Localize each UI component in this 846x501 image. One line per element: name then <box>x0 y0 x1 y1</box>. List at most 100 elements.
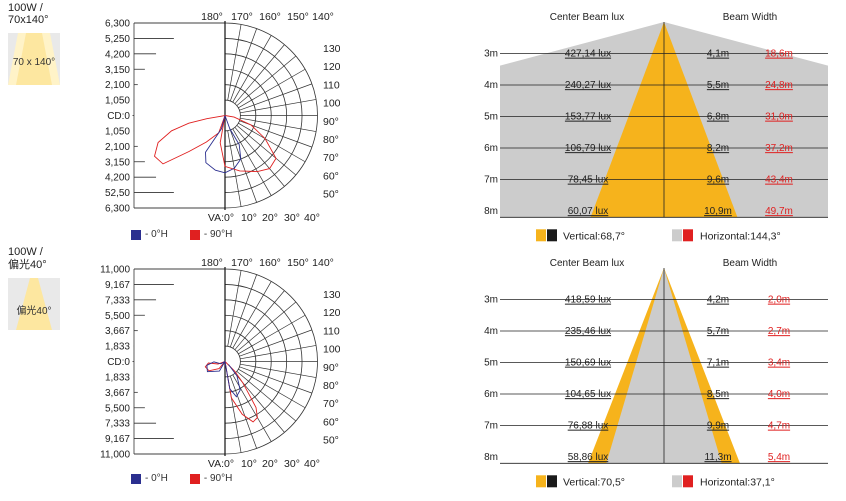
vertical-width-value: 8,5m <box>707 389 729 400</box>
legend-horizontal-label: Horizontal:37,1° <box>700 476 775 488</box>
beam-spread-chart: Center Beam lux Beam Width 3m 427,14 lux 4,1… <box>484 12 828 242</box>
legend-swatch-vertical <box>536 229 546 242</box>
vertical-width-value: 9,9m <box>707 421 729 432</box>
horizontal-width-value: 4,7m <box>768 421 790 432</box>
legend-label-0h: - 0°H <box>145 229 168 240</box>
polar-radial-line <box>236 301 297 352</box>
legend-label-90h: - 90°H <box>203 229 233 240</box>
legend-swatch-horizontal <box>672 229 682 242</box>
cd-tick-label: 1,833 <box>105 372 130 383</box>
angle-label-right: 80° <box>323 134 339 146</box>
beam-thumbnail: 偏光40° <box>8 278 60 330</box>
vertical-width-value: 10,9m <box>704 206 732 217</box>
center-lux-value: 153,77 lux <box>565 112 611 123</box>
column-header-lux: Center Beam lux <box>550 258 624 269</box>
distance-label: 5m <box>484 112 498 123</box>
vertical-width-value: 6,8m <box>707 112 729 123</box>
legend-swatch-horizontal <box>672 475 682 488</box>
light-cone-icon <box>8 33 60 85</box>
polar-radial-line <box>236 55 297 106</box>
angle-label-bottom: 10° <box>241 212 257 224</box>
vertical-width-value: 5,7m <box>707 326 729 337</box>
angle-label-right: 120° <box>323 307 340 319</box>
center-lux-value: 427,14 lux <box>565 49 611 60</box>
center-lux-value: 60,07 lux <box>568 206 609 217</box>
curve-90h <box>153 114 277 173</box>
distance-label: 6m <box>484 389 498 400</box>
cd-tick-label: 6,300 <box>105 19 130 30</box>
angle-label-bottom: VA:0° <box>208 212 234 224</box>
angle-label-right: 130° <box>323 43 340 55</box>
beam-thumbnail: 70 x 140° <box>8 33 60 85</box>
angle-label-right: 70° <box>323 398 339 410</box>
cd-tick-label: 9,167 <box>105 280 130 291</box>
angle-label-right: 90° <box>323 116 339 128</box>
distance-label: 4m <box>484 326 498 337</box>
cd-tick-label: 3,667 <box>105 326 130 337</box>
polar-radial-line <box>232 281 272 349</box>
polar-legend: - 0°H - 90°H <box>131 473 232 484</box>
horizontal-width-value: 43,4m <box>765 175 793 186</box>
polar-ring <box>224 345 241 378</box>
angle-label-top: 160° <box>259 11 281 23</box>
angle-label-right: 50° <box>323 435 339 447</box>
angle-label-right: 60° <box>323 416 339 428</box>
angle-label-right: 80° <box>323 380 339 392</box>
polar-radial-line <box>239 83 313 111</box>
angle-label-right: 100° <box>323 98 340 110</box>
horizontal-width-value: 2,7m <box>768 326 790 337</box>
angle-label-top: 140° <box>312 257 334 269</box>
vertical-width-value: 7,1m <box>707 358 729 369</box>
cd-tick-label: 52,50 <box>105 188 130 199</box>
curve-0h <box>206 360 241 398</box>
horizontal-width-value: 2,0m <box>768 295 790 306</box>
polar-radial-line <box>238 314 306 355</box>
product-header-line1: 100W / <box>8 2 43 14</box>
cd-tick-label: 2,100 <box>105 142 130 153</box>
polar-radial-line <box>240 363 317 378</box>
angle-label-top: 160° <box>259 257 281 269</box>
light-cone-icon <box>16 278 52 330</box>
distance-label: 6m <box>484 143 498 154</box>
angle-label-bottom: 20° <box>262 458 278 470</box>
cd-tick-label: 4,200 <box>105 49 130 60</box>
vertical-width-value: 11,3m <box>704 452 731 463</box>
thumbnail-label: 偏光40° <box>16 306 52 317</box>
product-header-line2: 70x140° <box>8 14 49 26</box>
polar-radial-line <box>238 122 306 163</box>
distance-label: 3m <box>484 295 498 306</box>
vertical-width-value: 4,1m <box>707 49 729 60</box>
legend-swatch-90h <box>189 473 200 484</box>
legend-swatch-vertical-dark <box>547 229 557 242</box>
cd-tick-label: 2,100 <box>105 80 130 91</box>
cd-tick-label: 3,150 <box>105 157 130 168</box>
cd-tick-label: 3,667 <box>105 388 130 399</box>
product-block-1: 100W / 70x140° 70 x 140° 6,300 5,250 4,200… <box>0 0 846 246</box>
cd-tick-label: 1,050 <box>105 126 130 137</box>
legend-swatch-vertical <box>536 475 546 488</box>
angle-label-right: 120° <box>323 61 340 73</box>
column-header-width: Beam Width <box>723 12 777 23</box>
legend-label-0h: - 0°H <box>145 473 168 484</box>
angle-label-top: 150° <box>287 257 309 269</box>
polar-radial-line <box>240 99 317 114</box>
angle-label-top: 180° <box>201 11 223 23</box>
distance-label: 8m <box>484 452 498 463</box>
angle-label-top: 170° <box>231 257 253 269</box>
legend-vertical-label: Vertical:68,7° <box>563 230 625 242</box>
horizontal-width-value: 3,4m <box>768 358 790 369</box>
legend-swatch-0h <box>131 473 141 484</box>
center-lux-value: 78,45 lux <box>568 175 609 186</box>
vertical-width-value: 4,2m <box>707 295 729 306</box>
cd-tick-label: 5,250 <box>105 34 130 45</box>
polar-radial-line <box>240 117 317 132</box>
angle-label-bottom: 40° <box>304 458 320 470</box>
angle-label-right: 110° <box>323 79 340 91</box>
polar-radial-line <box>236 125 297 176</box>
polar-radial-line <box>229 274 257 348</box>
cd-tick-label: 1,050 <box>105 96 130 107</box>
center-lux-value: 104,65 lux <box>565 389 611 400</box>
legend-swatch-horizontal-red <box>683 475 693 488</box>
legend-label-90h: - 90°H <box>203 473 233 484</box>
vertical-width-value: 8,2m <box>707 143 729 154</box>
